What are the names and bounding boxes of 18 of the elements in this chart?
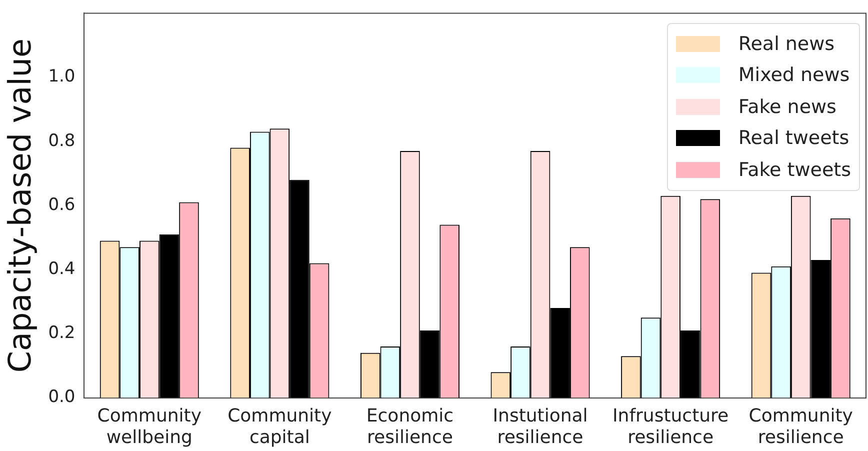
- legend-label: Mixed news: [738, 64, 850, 86]
- legend-label: Real news: [738, 32, 835, 55]
- x-tick-label: Economic resilience: [366, 405, 454, 448]
- x-tick-label: Instutional resilience: [492, 405, 588, 448]
- legend-label: Real tweets: [738, 127, 850, 150]
- y-tick-label: 1.0: [48, 66, 76, 87]
- x-tick-label: Infrustucture resilience: [612, 405, 729, 448]
- y-tick-label: 0.8: [48, 130, 76, 151]
- y-tick-label: 0.2: [48, 323, 76, 344]
- x-tick-label: Community capital: [228, 405, 332, 448]
- y-tick-label: 0.6: [48, 194, 76, 215]
- y-tick-label: 0.4: [48, 259, 76, 280]
- legend-label: Fake news: [738, 96, 836, 118]
- x-tick-label: Community wellbeing: [97, 405, 202, 448]
- y-tick-label: 0.0: [48, 387, 76, 408]
- legend-label: Fake tweets: [738, 158, 851, 181]
- x-tick-label: Community resilience: [748, 405, 854, 448]
- y-axis-title: Capacity-based value: [2, 38, 39, 373]
